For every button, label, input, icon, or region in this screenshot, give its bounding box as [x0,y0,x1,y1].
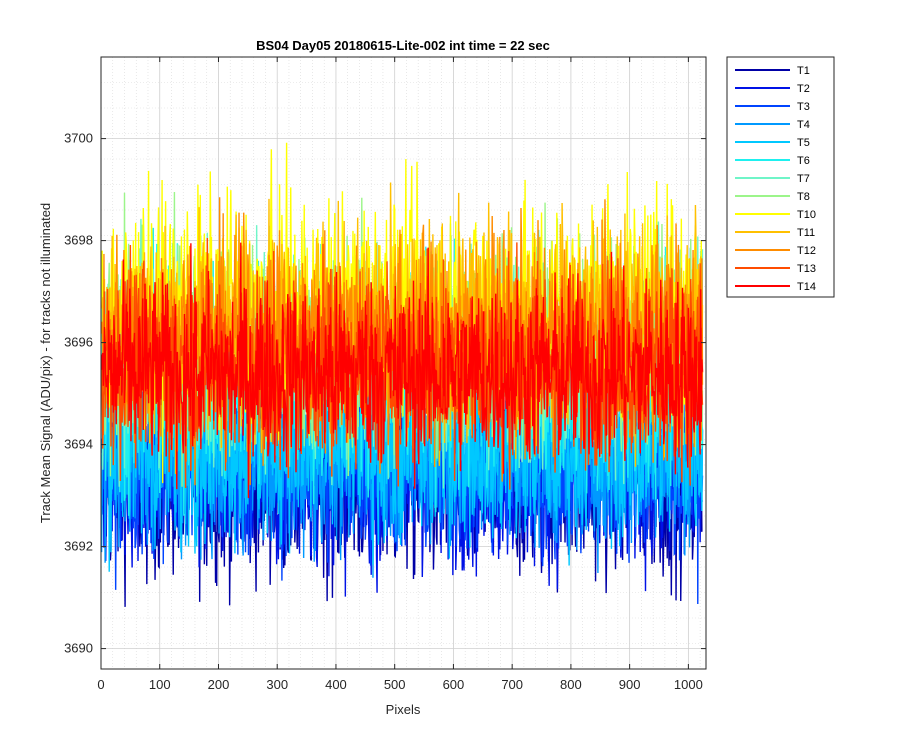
x-tick-label: 400 [325,677,347,692]
x-tick-label: 100 [149,677,171,692]
x-tick-label: 0 [97,677,104,692]
legend-label-t12: T12 [797,245,816,257]
x-tick-label: 300 [266,677,288,692]
y-axis: 3690 3692 3694 3696 3698 3700 [64,131,706,656]
x-tick-label: 1000 [674,677,703,692]
y-tick-label: 3698 [64,233,93,248]
legend-label-t11: T11 [797,227,815,239]
series-line-t14 [101,242,704,499]
x-axis: 0 100 200 300 400 500 600 700 800 900 1000 [97,57,703,692]
legend-label-t5: T5 [797,137,810,149]
y-tick-label: 3700 [64,131,93,146]
legend-label-t1: T1 [797,65,810,77]
x-tick-label: 700 [501,677,523,692]
y-tick-label: 3694 [64,437,93,452]
plot-area-frame [100,56,707,670]
x-tick-label: 600 [443,677,465,692]
chart-title: BS04 Day05 20180615-Lite-002 int time = … [256,38,550,53]
data-series [101,142,704,607]
legend-label-t10: T10 [797,209,816,221]
x-tick-label: 500 [384,677,406,692]
legend-label-t3: T3 [797,101,810,113]
x-axis-label: Pixels [386,702,421,717]
x-tick-label: 900 [619,677,641,692]
legend-label-t2: T2 [797,83,810,95]
x-tick-label: 200 [208,677,230,692]
legend-label-t13: T13 [797,263,816,275]
legend-label-t4: T4 [797,119,810,131]
x-tick-label: 800 [560,677,582,692]
series-line-t5 [101,319,704,572]
y-tick-label: 3696 [64,335,93,350]
legend-label-t8: T8 [797,191,810,203]
legend-label-t6: T6 [797,155,810,167]
legend-label-t7: T7 [797,173,810,185]
legend: T1 T2 T3 T4 T5 T6 T7 T8 T10 T11 T12 T13 T14 [726,56,835,298]
legend-label-t14: T14 [797,281,816,293]
y-axis-label: Track Mean Signal (ADU/pix) - for tracks… [38,203,53,523]
y-tick-label: 3690 [64,641,93,656]
y-tick-label: 3692 [64,539,93,554]
